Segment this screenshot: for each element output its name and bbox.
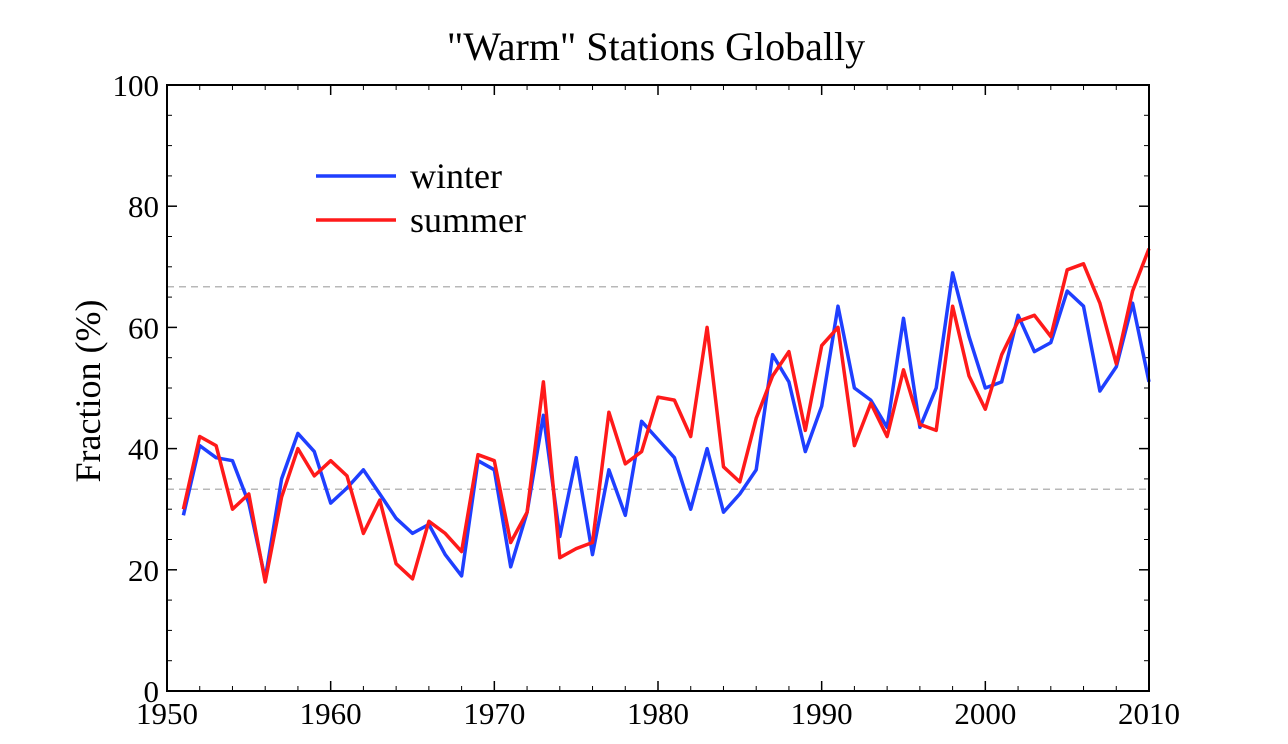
x-tick-label: 1970 [463, 696, 525, 731]
axis-ticks [166, 84, 1150, 692]
tick-labels: 1950 1960 1970 1980 1990 2000 2010 0 20 40 60 80 100 [113, 68, 1181, 731]
plot-frame [166, 84, 1150, 692]
chart-title: "Warm" Stations Globally [447, 24, 865, 69]
x-tick-label: 1990 [791, 696, 853, 731]
y-axis-label: Fraction (%) [68, 300, 108, 483]
y-tick-label: 80 [128, 189, 159, 224]
x-tick-label: 1980 [627, 696, 689, 731]
x-tick-label: 1950 [136, 696, 198, 731]
x-tick-label: 2000 [954, 696, 1016, 731]
y-tick-label: 0 [144, 674, 160, 709]
series-lines [181, 247, 1151, 584]
reference-lines [167, 286, 1149, 490]
y-tick-label: 20 [128, 553, 159, 588]
series-line-winter [181, 271, 1151, 581]
legend-label-summer: summer [410, 200, 526, 240]
x-tick-label: 1960 [300, 696, 362, 731]
y-tick-label: 60 [128, 310, 159, 345]
legend-label-winter: winter [410, 156, 502, 196]
y-tick-label: 100 [113, 68, 160, 103]
x-tick-label: 2010 [1118, 696, 1180, 731]
y-tick-label: 40 [128, 432, 159, 467]
series-line-summer [181, 247, 1151, 584]
